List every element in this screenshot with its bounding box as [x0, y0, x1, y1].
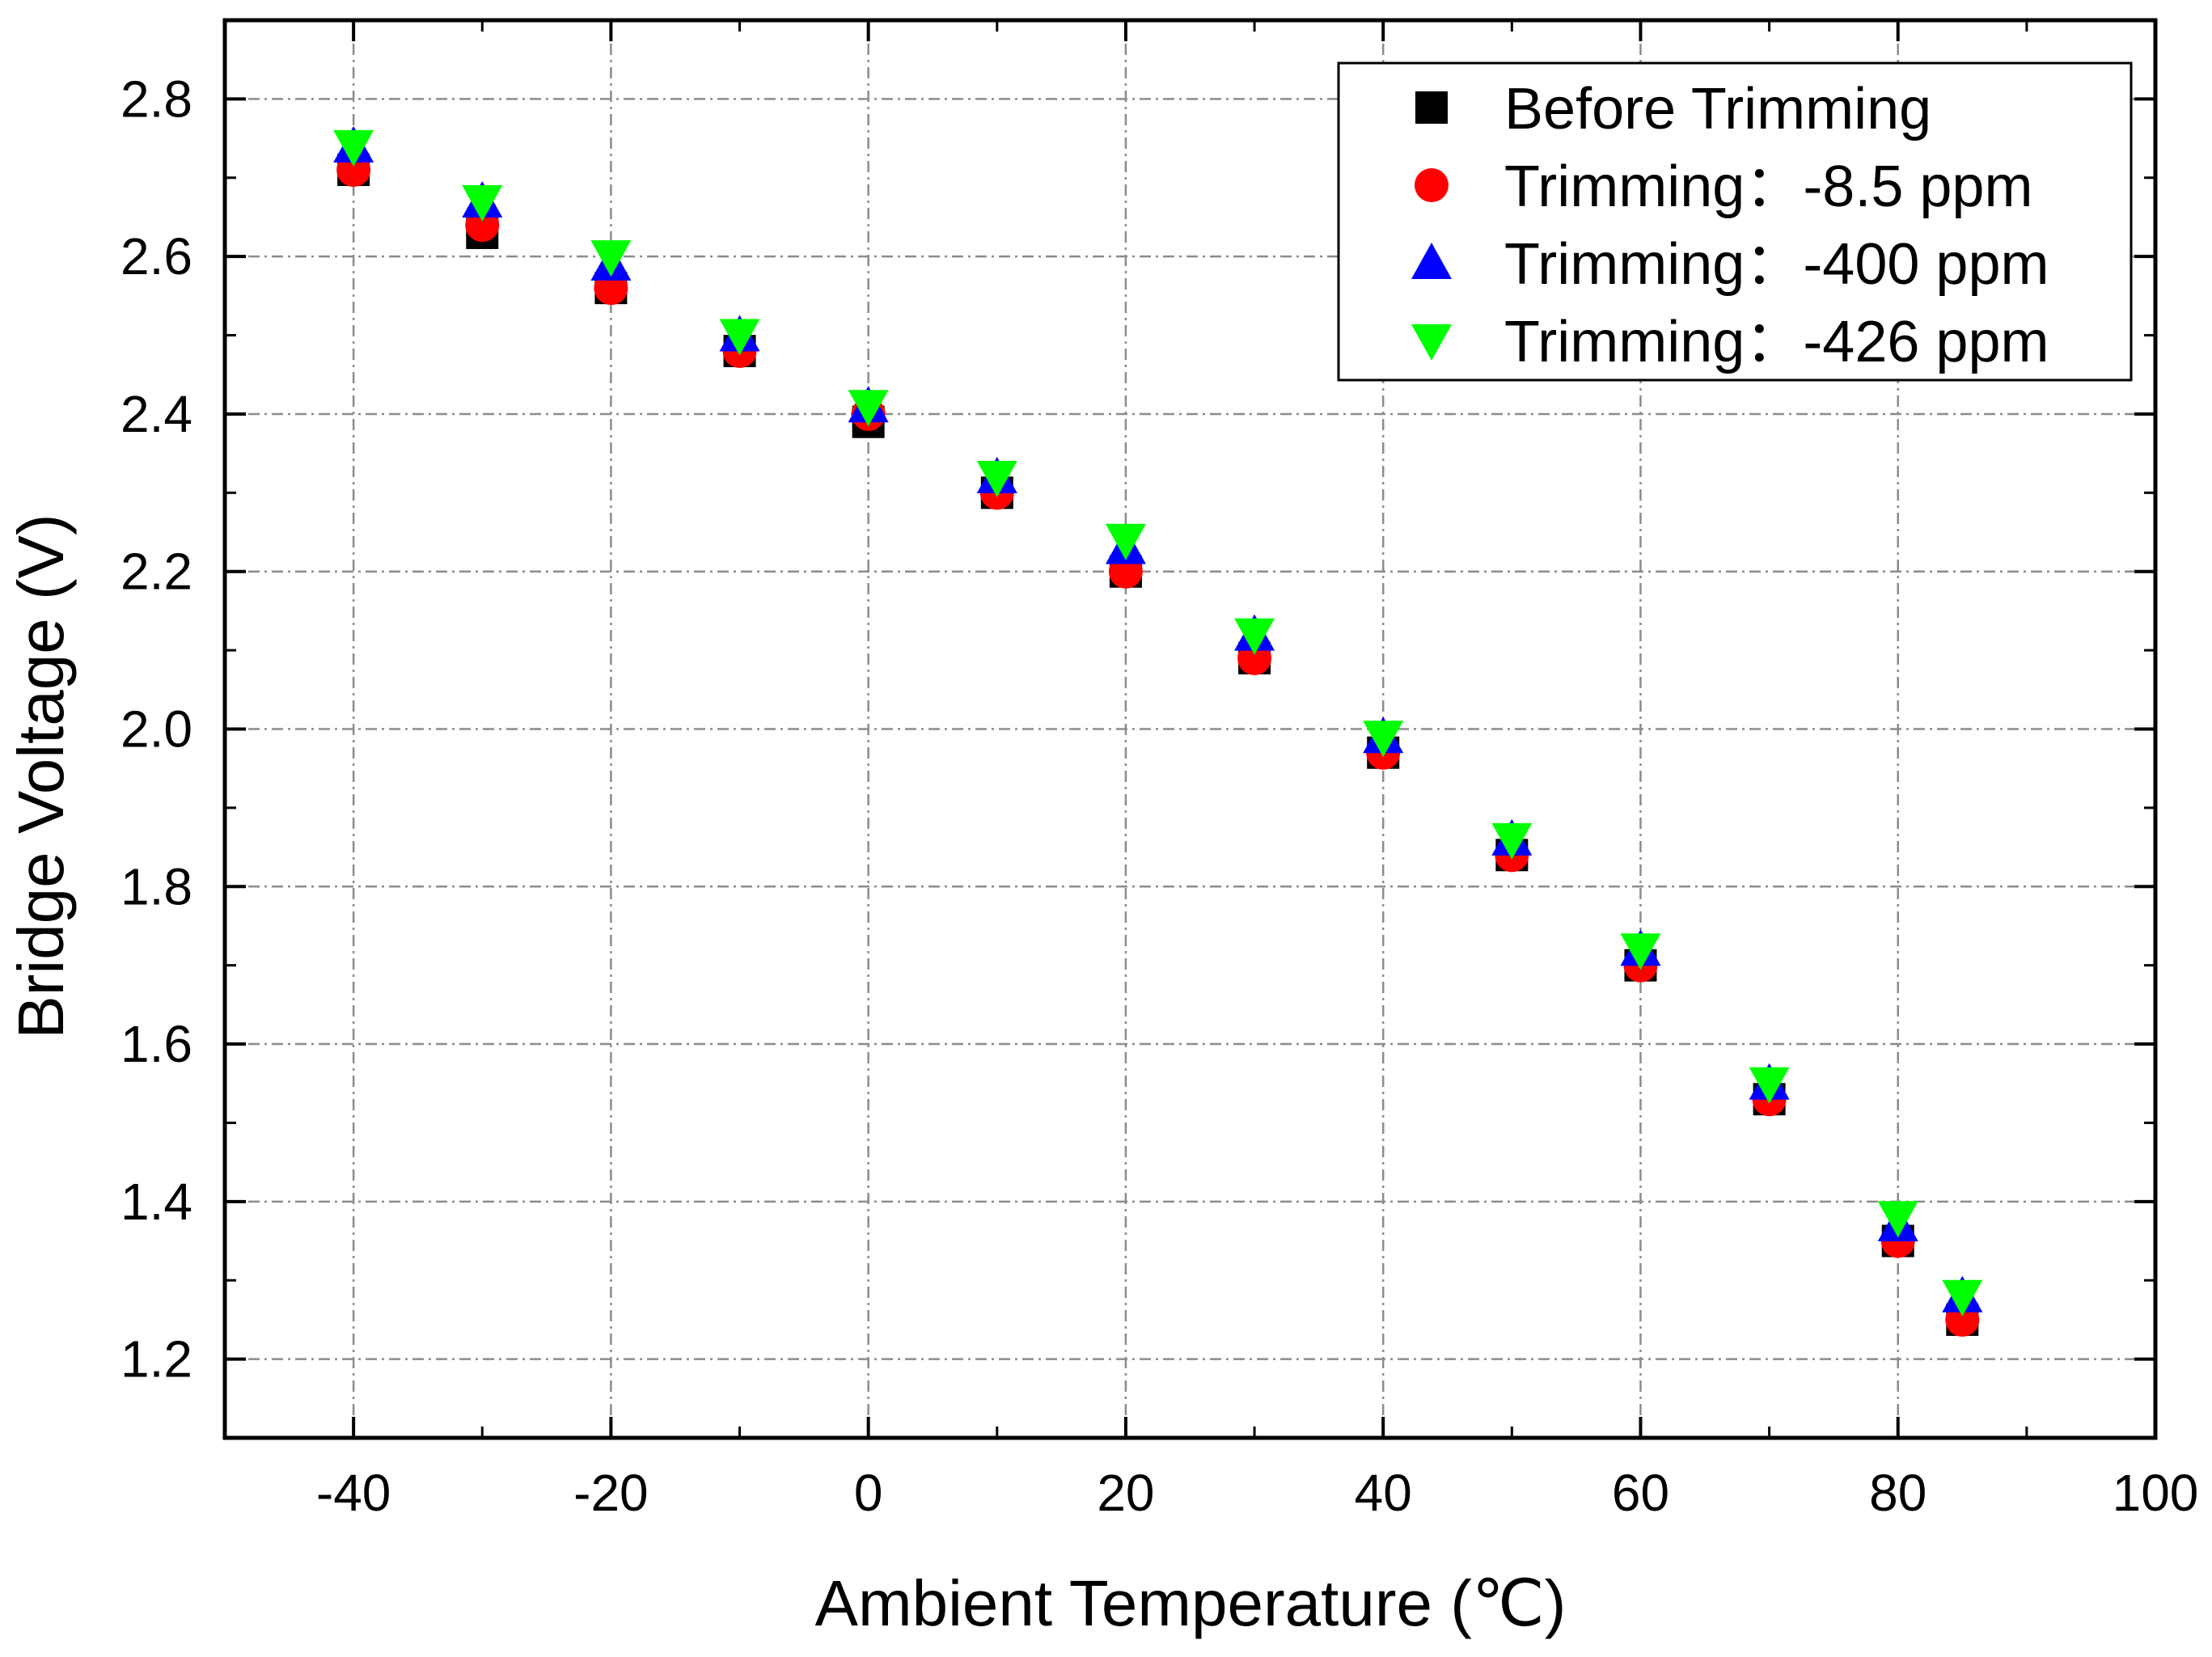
data-point [1363, 721, 1404, 758]
legend-label: Trimming：-400 ppm [1504, 232, 2049, 297]
legend-item: Trimming：-8.5 ppm [1415, 154, 2032, 219]
legend-marker [1415, 91, 1448, 124]
x-tick-label: 40 [1355, 1464, 1412, 1522]
data-point [976, 460, 1017, 497]
legend-item: Trimming：-400 ppm [1411, 232, 2049, 297]
legend-label: Before Trimming [1504, 77, 1931, 142]
y-tick-label: 1.2 [121, 1330, 192, 1389]
x-tick-label: 80 [1869, 1464, 1927, 1522]
legend-marker [1411, 243, 1452, 279]
legend-items: Before Trimming Trimming：-8.5 ppm Trimming… [1411, 77, 2049, 374]
legend-label: Trimming：-426 ppm [1504, 310, 2049, 374]
legend-box [1337, 61, 2133, 382]
data-point [333, 129, 374, 167]
legend-label: Trimming：-8.5 ppm [1504, 154, 2032, 219]
data-point [1491, 822, 1533, 860]
y-tick-label: 1.4 [121, 1173, 192, 1231]
x-tick-labels: -40 -20 0 20 40 60 80 100 [316, 1464, 2199, 1522]
series-triangle-down [333, 129, 1983, 1317]
legend-item: Before Trimming [1415, 77, 1931, 142]
legend-marker [1415, 168, 1449, 202]
data-point [1234, 618, 1275, 655]
data-point [719, 319, 760, 356]
y-tick-label: 1.6 [121, 1015, 192, 1073]
x-tick-label: 0 [854, 1464, 883, 1522]
y-tick-label: 2.8 [121, 70, 192, 128]
y-tick-label: 2.2 [121, 543, 192, 601]
data-point [590, 240, 632, 277]
y-tick-label: 1.8 [121, 857, 192, 915]
data-point [1749, 1067, 1790, 1104]
data-point [1105, 523, 1146, 560]
legend: Before Trimming Trimming：-8.5 ppm Trimming… [1337, 61, 2133, 382]
data-point [848, 390, 889, 427]
legend-marker [1411, 324, 1452, 361]
x-tick-label: 20 [1097, 1464, 1154, 1522]
legend-item: Trimming：-426 ppm [1411, 310, 2049, 374]
data-point [462, 184, 503, 222]
data-point [1620, 933, 1661, 970]
y-tick-label: 2.6 [121, 227, 192, 285]
x-tick-label: -20 [573, 1464, 649, 1522]
plot-frame [222, 18, 2158, 1440]
data-point [1942, 1279, 1983, 1317]
y-axis-title: Bridge Voltage (V) [5, 514, 77, 1038]
data-points [333, 125, 1983, 1337]
x-axis-title: Ambient Temperature (℃) [815, 1567, 1567, 1639]
y-tick-label: 2.4 [121, 385, 192, 443]
x-tick-label: 100 [2113, 1464, 2199, 1522]
x-tick-label: 60 [1612, 1464, 1669, 1522]
x-tick-label: -40 [316, 1464, 391, 1522]
y-tick-label: 2.0 [121, 700, 192, 759]
y-tick-labels: 1.2 1.4 1.6 1.8 2.0 2.2 2.4 2.6 2.8 [121, 70, 192, 1388]
data-point [1877, 1201, 1918, 1238]
